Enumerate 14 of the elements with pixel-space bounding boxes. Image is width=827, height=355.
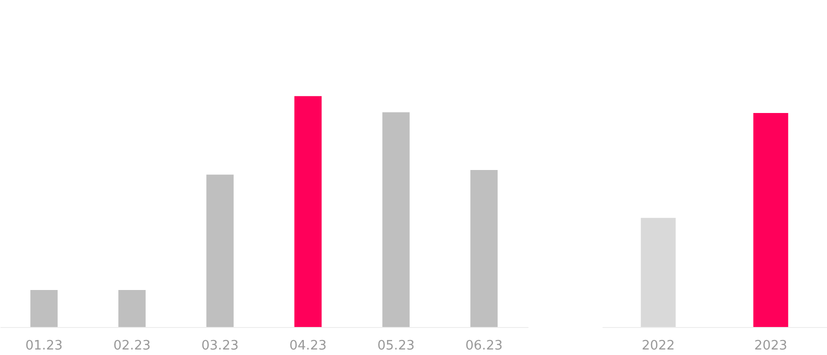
bar [294,96,322,327]
x-tick-label: 2022 [642,338,675,354]
x-tick-label: 06.23 [465,338,503,354]
x-tick-label: 02.23 [113,338,151,354]
bar [118,290,146,327]
bar [382,112,410,327]
x-tick-label: 05.23 [377,338,415,354]
bar [30,290,58,327]
x-tick-label: 03.23 [201,338,239,354]
bar [470,170,498,327]
x-tick-label: 04.23 [289,338,327,354]
x-tick-label: 01.23 [25,338,63,354]
x-tick-label: 2023 [754,338,788,354]
bar [206,174,234,327]
